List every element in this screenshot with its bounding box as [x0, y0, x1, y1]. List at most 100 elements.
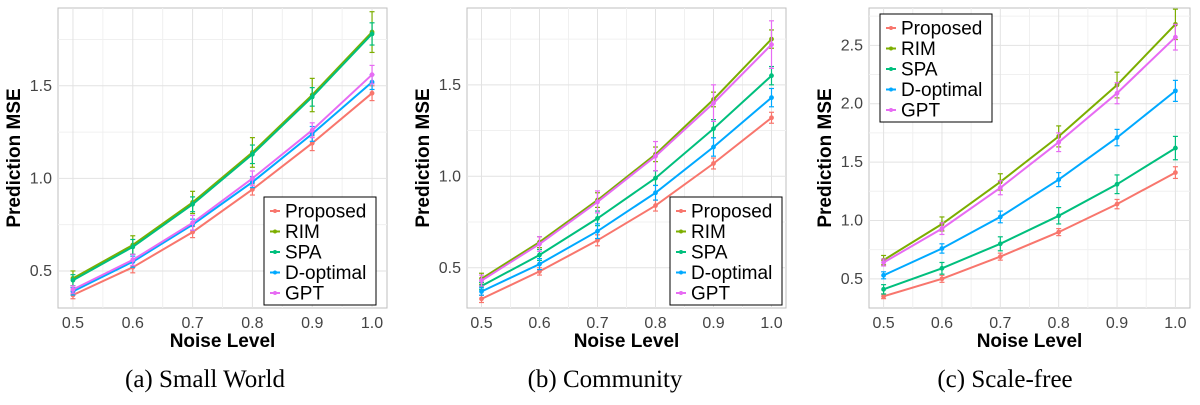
- series-proposed: [881, 166, 1178, 300]
- legend-swatch-point: [679, 229, 683, 234]
- legend-swatch-point: [679, 291, 683, 295]
- series-line: [883, 90, 1177, 277]
- y-tick-label: 0.5: [439, 260, 461, 277]
- data-point: [1173, 145, 1178, 151]
- series-gpt: [479, 20, 774, 287]
- data-point: [653, 203, 658, 208]
- chart-scale-free: 0.5 0.6 0.7 0.8 0.9 1.0 0.5 1.0 1.5 2.0 2.5 Noise L…: [815, 7, 1191, 352]
- data-point: [939, 276, 945, 282]
- series-line: [883, 23, 1177, 261]
- data-point: [881, 293, 886, 299]
- series-proposed: [479, 111, 774, 304]
- data-point: [997, 254, 1003, 260]
- x-tick-label: 0.6: [122, 315, 144, 332]
- x-tick-label: 0.9: [1106, 315, 1128, 332]
- legend-swatch-point: [889, 108, 893, 112]
- data-point: [997, 185, 1003, 191]
- legend-label: SPA: [285, 243, 322, 264]
- legend-label: GPT: [901, 101, 940, 122]
- series-line: [72, 33, 373, 282]
- data-point: [190, 229, 195, 235]
- series-line: [481, 96, 773, 293]
- data-point: [70, 277, 76, 283]
- data-point: [537, 269, 542, 274]
- data-point: [1173, 170, 1178, 175]
- legend-label: Proposed: [691, 202, 772, 223]
- data-point: [537, 261, 542, 267]
- y-tick-label: 1.0: [30, 170, 52, 187]
- data-point: [369, 31, 375, 37]
- series-d-optimal: [881, 79, 1178, 280]
- legend-label: SPA: [691, 243, 728, 264]
- legend-label: RIM: [285, 222, 320, 243]
- y-tick-label: 0.5: [30, 263, 52, 280]
- data-point: [939, 265, 945, 271]
- data-point: [769, 42, 774, 47]
- data-point: [769, 73, 774, 79]
- data-point: [479, 296, 484, 302]
- data-point: [939, 226, 945, 232]
- legend-label: SPA: [901, 60, 938, 81]
- series-line: [72, 73, 373, 291]
- data-point: [595, 237, 600, 243]
- data-point: [537, 252, 542, 258]
- series-spa: [479, 65, 774, 291]
- x-axis-title: Noise Level: [977, 331, 1083, 352]
- data-point: [653, 175, 658, 181]
- data-point: [711, 126, 716, 132]
- x-tick-label: 0.9: [702, 315, 724, 332]
- legend-swatch-point: [889, 26, 893, 30]
- legend-swatch-point: [273, 291, 277, 295]
- x-tick-label: 0.8: [644, 315, 666, 332]
- y-tick-label: 1.5: [841, 154, 863, 171]
- x-tick-label: 0.5: [62, 315, 84, 332]
- legend-box: [669, 196, 783, 306]
- data-point: [190, 201, 195, 207]
- data-point: [1056, 139, 1062, 145]
- x-tick-label: 0.7: [989, 315, 1011, 332]
- x-tick-label: 0.9: [301, 315, 323, 332]
- data-point: [1056, 213, 1062, 219]
- x-tick-label: 0.7: [586, 315, 608, 332]
- x-tick-label: 0.7: [181, 315, 203, 332]
- data-point: [1056, 229, 1062, 235]
- data-point: [1114, 181, 1120, 187]
- legend-label: D-optimal: [691, 263, 772, 284]
- x-tick-label: 0.8: [241, 315, 263, 332]
- legend-swatch-point: [273, 209, 277, 213]
- series-line: [481, 117, 773, 300]
- series-line: [883, 171, 1176, 298]
- data-point: [1173, 88, 1178, 94]
- data-point: [130, 244, 136, 250]
- legend-label: GPT: [285, 284, 324, 305]
- data-point: [997, 214, 1003, 220]
- legend-swatch-point: [679, 250, 683, 254]
- y-tick-label: 2.0: [841, 96, 863, 113]
- y-tick-label: 1.5: [30, 78, 52, 95]
- x-tick-label: 0.6: [931, 315, 953, 332]
- data-point: [939, 246, 945, 251]
- data-point: [537, 241, 542, 247]
- x-axis-title: Noise Level: [170, 331, 276, 352]
- data-point: [479, 289, 484, 294]
- data-point: [1114, 135, 1120, 140]
- legend-swatch-point: [679, 270, 683, 275]
- data-point: [309, 94, 315, 100]
- legend-label: GPT: [691, 284, 730, 305]
- data-point: [250, 151, 255, 157]
- caption-scale-free: (c) Scale-free: [937, 366, 1073, 393]
- series-spa: [70, 22, 375, 287]
- chart-small-world: 0.5 0.6 0.7 0.8 0.9 1.0 0.5 1.0 1.5 Noise Level Pr…: [4, 7, 388, 352]
- data-point: [309, 140, 315, 146]
- legend-label: Proposed: [285, 202, 366, 223]
- series-line: [481, 74, 773, 287]
- legend-swatch-point: [889, 87, 893, 92]
- x-tick-label: 1.0: [1164, 315, 1186, 332]
- data-point: [190, 220, 195, 226]
- data-point: [881, 260, 886, 265]
- legend-swatch-point: [273, 229, 277, 234]
- data-point: [711, 100, 716, 106]
